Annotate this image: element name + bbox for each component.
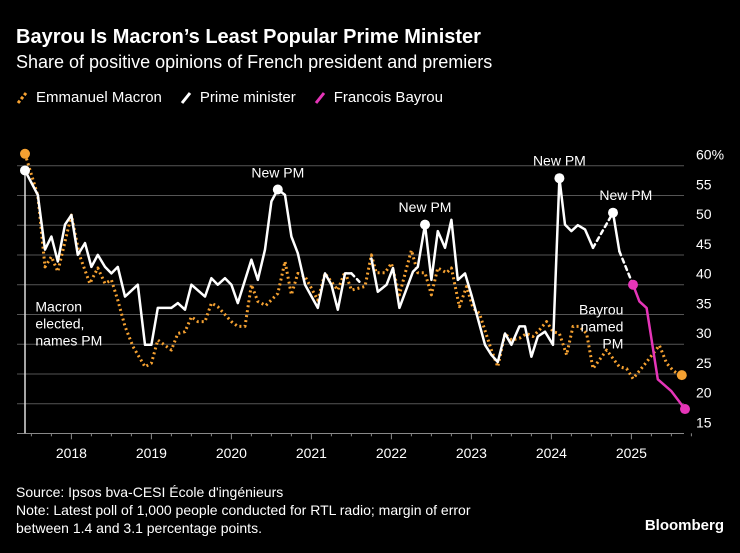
legend-label: Emmanuel Macron: [36, 89, 162, 106]
series-line-francois-bayrou: [631, 283, 687, 411]
y-tick-label: 20: [696, 385, 712, 401]
series-marker-emmanuel-macron: [676, 370, 687, 381]
series-marker-francois-bayrou: [680, 404, 690, 415]
source-text: Source: Ipsos bva-CESI École d'ingénieur…: [16, 484, 284, 500]
note-text-cont: between 1.4 and 3.1 percentage points.: [16, 520, 262, 536]
series-marker-prime-minister: [420, 219, 430, 230]
note-text: Note: Latest poll of 1,000 people conduc…: [16, 502, 471, 518]
series-line-prime-minister: [370, 176, 595, 364]
legend: Emmanuel Macron Prime minister Francois …: [16, 89, 443, 106]
legend-swatch-icon: [16, 91, 28, 104]
annotation-label: named: [581, 318, 624, 334]
series-line-prime-minister: [591, 211, 615, 250]
x-tick-label: 2019: [136, 445, 167, 461]
x-tick-label: 2022: [376, 445, 407, 461]
annotation-label: PM: [602, 335, 623, 351]
series-line-emmanuel-macron: [23, 153, 685, 381]
annotation-label: New PM: [533, 153, 586, 169]
annotation-label: Bayrou: [579, 301, 623, 317]
footer: Source: Ipsos bva-CESI École d'ingénieur…: [16, 483, 471, 537]
series-marker-prime-minister: [272, 184, 283, 195]
series-line-prime-minister: [23, 169, 353, 347]
annotation-label: New PM: [251, 165, 304, 181]
annotation-label: New PM: [599, 187, 652, 203]
legend-label: Prime minister: [199, 89, 296, 106]
series-marker-prime-minister: [20, 165, 30, 176]
legend-swatch-icon: [180, 91, 192, 104]
y-tick-label: 25: [696, 355, 712, 371]
series-marker-prime-minister: [608, 207, 618, 218]
series-line-prime-minister: [618, 250, 635, 286]
chart-title: Bayrou Is Macron’s Least Popular Prime M…: [16, 26, 481, 48]
y-tick-label: 55: [696, 176, 712, 192]
y-tick-label: 30: [696, 325, 712, 341]
series-line-prime-minister: [350, 272, 361, 283]
series-marker-francois-bayrou: [628, 279, 638, 290]
legend-item-prime-minister: Prime minister: [180, 89, 296, 106]
legend-item-bayrou: Francois Bayrou: [314, 89, 443, 106]
x-tick-label: 2023: [456, 445, 487, 461]
series-line-prime-minister: [611, 211, 621, 253]
series-marker-prime-minister: [554, 173, 565, 184]
y-tick-label: 60%: [696, 147, 724, 163]
legend-label: Francois Bayrou: [333, 89, 443, 106]
y-tick-label: 50: [696, 206, 712, 222]
bloomberg-logo: Bloomberg: [644, 517, 724, 534]
y-tick-label: 15: [696, 414, 712, 430]
series-marker-emmanuel-macron: [20, 148, 30, 159]
y-tick-label: 45: [696, 236, 712, 252]
x-tick-label: 2020: [216, 445, 247, 461]
y-tick-label: 35: [696, 295, 712, 311]
chart-subtitle: Share of positive opinions of French pre…: [16, 52, 493, 72]
x-tick-label: 2025: [616, 445, 647, 461]
x-tick-label: 2024: [536, 445, 567, 461]
x-tick-label: 2018: [56, 445, 87, 461]
x-tick-label: 2021: [296, 445, 327, 461]
legend-swatch-icon: [314, 91, 325, 104]
legend-item-macron: Emmanuel Macron: [16, 89, 162, 106]
y-tick-label: 40: [696, 266, 712, 282]
annotation-label: names PM: [35, 332, 102, 348]
annotation-label: New PM: [399, 199, 452, 215]
annotation-label: elected,: [35, 315, 84, 331]
annotation-label: Macron: [35, 298, 82, 314]
